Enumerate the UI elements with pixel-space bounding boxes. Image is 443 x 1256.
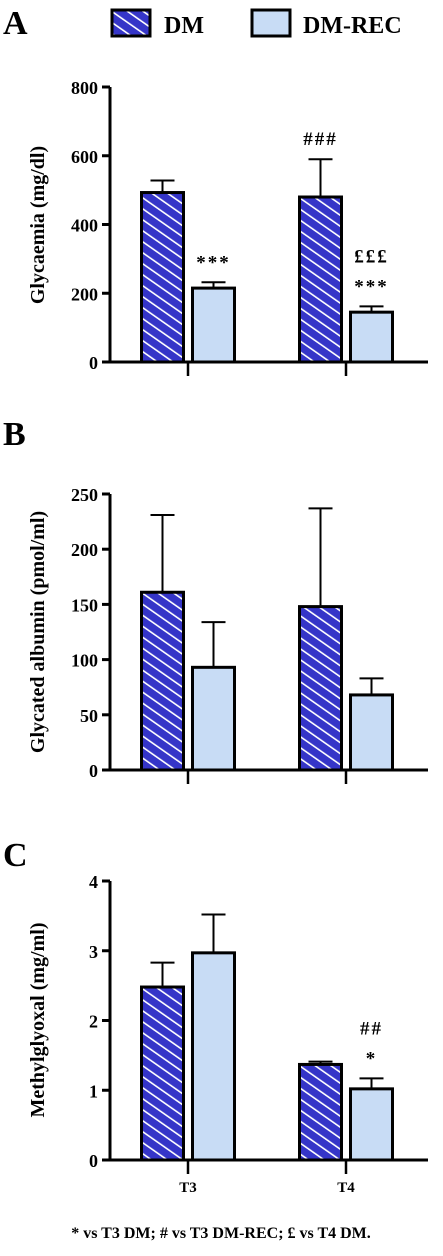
footnote: * vs T3 DM; # vs T3 DM-REC; £ vs T4 DM. bbox=[71, 1225, 371, 1242]
bar-dm-rec bbox=[349, 693, 394, 772]
y-tick-label: 200 bbox=[71, 540, 98, 560]
y-tick-label: 400 bbox=[71, 216, 98, 236]
panel-letter: A bbox=[3, 5, 28, 42]
panel-letter: C bbox=[3, 837, 28, 874]
y-tick-label: 0 bbox=[89, 353, 98, 373]
y-tick-label: 800 bbox=[71, 78, 98, 98]
legend-label-dm: DM bbox=[164, 13, 204, 39]
y-tick-label: 600 bbox=[71, 147, 98, 167]
bar-dm-rec bbox=[191, 286, 236, 364]
legend-label-dm-rec: DM-REC bbox=[303, 13, 402, 39]
panel-a: A Glycaemia (mg/dl) 0 200 400 600 800 *** ### £££… bbox=[3, 5, 428, 376]
bar-dm bbox=[140, 191, 185, 364]
x-tick-label: T4 bbox=[337, 1180, 355, 1196]
y-tick-label: 50 bbox=[80, 706, 98, 726]
bar-dm bbox=[298, 195, 343, 364]
bar-dm-rec bbox=[349, 310, 394, 364]
significance-marker: ## bbox=[360, 1018, 383, 1039]
y-tick-label: 150 bbox=[71, 595, 98, 615]
significance-marker: £££ bbox=[354, 246, 389, 267]
panel-c: C Methylglyoxal (mg/ml) 0 1 2 3 4 T3 T4 ## * bbox=[3, 837, 428, 1196]
bar-dm bbox=[298, 1062, 343, 1162]
y-tick-label: 0 bbox=[89, 761, 98, 781]
bar-dm-rec bbox=[191, 665, 236, 772]
y-axis-label: Glycated albumin (pmol/ml) bbox=[27, 511, 49, 753]
y-tick-label: 1 bbox=[89, 1081, 98, 1101]
y-tick-label: 2 bbox=[89, 1012, 98, 1032]
legend-swatch-dm-rec bbox=[250, 8, 292, 38]
bar-dm-rec bbox=[191, 951, 236, 1162]
bar-dm bbox=[298, 605, 343, 772]
significance-marker: * bbox=[366, 1048, 378, 1069]
legend-swatch-dm bbox=[110, 8, 152, 38]
significance-marker: ### bbox=[303, 129, 338, 150]
y-tick-label: 3 bbox=[89, 942, 98, 962]
bar-dm-rec bbox=[349, 1087, 394, 1162]
bar-dm bbox=[140, 985, 185, 1162]
y-tick-label: 100 bbox=[71, 651, 98, 671]
panel-letter: B bbox=[3, 416, 26, 453]
significance-marker: *** bbox=[354, 276, 389, 297]
y-axis-label: Glycaemia (mg/dl) bbox=[27, 146, 49, 304]
y-tick-label: 0 bbox=[89, 1151, 98, 1171]
y-tick-label: 200 bbox=[71, 284, 98, 304]
legend: DM DM-REC bbox=[110, 8, 402, 39]
y-axis-label: Methylglyoxal (mg/ml) bbox=[27, 923, 49, 1118]
y-tick-label: 4 bbox=[89, 872, 98, 892]
panel-b: B Glycated albumin (pmol/ml) 0 50 100 150 200 2… bbox=[3, 416, 428, 784]
significance-marker: *** bbox=[196, 252, 231, 273]
bar-dm bbox=[140, 590, 185, 772]
x-tick-label: T3 bbox=[179, 1180, 197, 1196]
y-tick-label: 250 bbox=[71, 485, 98, 505]
